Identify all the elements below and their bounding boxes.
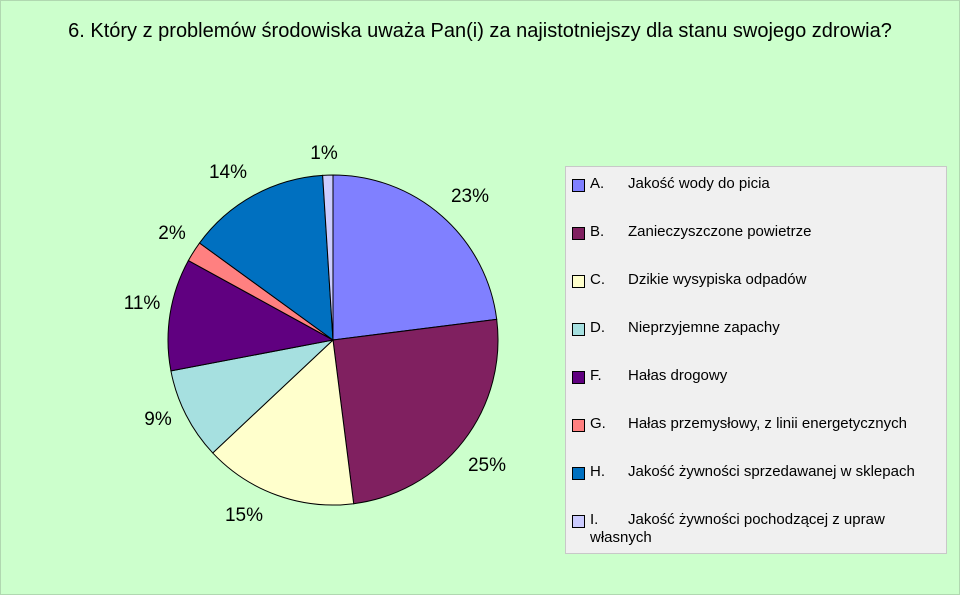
- legend-label-f: Hałas drogowy: [628, 367, 728, 384]
- legend-swatch-f: [572, 371, 585, 384]
- pie-slice-i: [322, 174, 334, 341]
- legend-key-f: F.: [590, 367, 602, 384]
- legend-swatch-d: [572, 323, 585, 336]
- legend-label-d: Nieprzyjemne zapachy: [628, 319, 780, 336]
- legend-swatch-c: [572, 275, 585, 288]
- legend-key-g: G.: [590, 415, 606, 432]
- pie-label-g: 2%: [158, 223, 186, 244]
- pie-label-i: 1%: [310, 143, 338, 164]
- legend-key-a: A.: [590, 175, 605, 192]
- pie-label-f: 11%: [123, 293, 161, 314]
- chart-title: 6. Który z problemów środowiska uważa Pa…: [68, 20, 892, 42]
- legend-label-c: Dzikie wysypiska odpadów: [628, 271, 807, 288]
- legend-label-i: Jakość żywności pochodzącej z upraw włas…: [590, 511, 885, 546]
- legend-swatch-h: [572, 467, 585, 480]
- pie-label-b: 25%: [467, 455, 507, 476]
- pie-slice-f: [167, 259, 335, 372]
- legend-label-h: Jakość żywności sprzedawanej w sklepach: [628, 463, 915, 480]
- pie-label-d: 9%: [144, 409, 172, 430]
- legend-key-h: H.: [590, 463, 605, 480]
- legend-swatch-g: [572, 419, 585, 432]
- legend-label-g: Hałas przemysłowy, z linii energetycznyc…: [628, 415, 907, 432]
- legend-key-c: C.: [590, 271, 605, 288]
- pie-slice-h: [198, 174, 334, 342]
- legend-label-a: Jakość wody do picia: [628, 175, 770, 192]
- pie-slice-a: [332, 174, 498, 341]
- legend: A. Jakość wody do picia B. Zanieczyszczo…: [565, 166, 947, 554]
- legend-swatch-a: [572, 179, 585, 192]
- legend-label-b: Zanieczyszczone powietrze: [628, 223, 812, 240]
- pie-label-a: 23%: [450, 186, 490, 207]
- legend-label-h-wrap: H. Jakość żywności sprzedawanej w sklepac…: [590, 463, 945, 481]
- legend-key-i: I.: [590, 511, 599, 528]
- legend-label-i-wrap: I. Jakość żywności pochodzącej z upraw wł…: [590, 511, 945, 547]
- legend-key-d: D.: [590, 319, 605, 336]
- pie-slice-b: [332, 318, 499, 505]
- pie-slice-c: [212, 338, 355, 506]
- pie-label-h: 14%: [208, 162, 248, 183]
- pie-slice-d: [170, 339, 335, 454]
- legend-swatch-b: [572, 227, 585, 240]
- legend-key-b: B.: [590, 223, 605, 240]
- pie-label-c: 15%: [224, 505, 264, 526]
- legend-swatch-i: [572, 515, 585, 528]
